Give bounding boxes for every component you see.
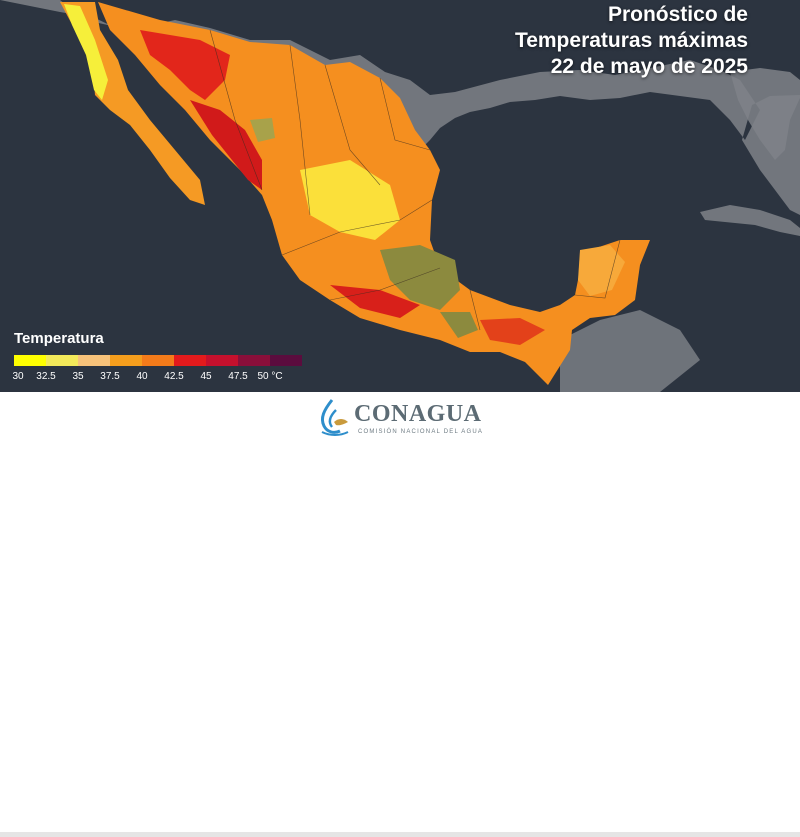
cool-zone-baja-coast xyxy=(64,4,108,100)
hot-zone-sonora xyxy=(140,30,230,100)
legend-tick-label: 35 xyxy=(72,371,84,382)
title-line-1: Pronóstico de xyxy=(607,3,748,26)
legend-tick-label: 47.5 xyxy=(228,371,248,382)
florida-landmass xyxy=(730,68,800,160)
logo-subtitle: COMISIÓN NACIONAL DEL AGUA xyxy=(358,429,484,435)
footer: CONAGUA COMISIÓN NACIONAL DEL AGUA xyxy=(0,392,800,837)
map-title: Pronóstico de Temperaturas máximas 22 de… xyxy=(515,2,748,80)
legend-swatch xyxy=(206,355,238,366)
legend-swatch xyxy=(110,355,142,366)
legend-color-bar xyxy=(14,355,314,366)
legend-swatch xyxy=(270,355,302,366)
water-drop-icon xyxy=(320,399,349,436)
legend-tick-label: 37.5 xyxy=(100,371,120,382)
legend-tick-label: 30 xyxy=(12,371,24,382)
footer-rule xyxy=(0,832,800,837)
legend-swatch xyxy=(14,355,46,366)
legend-tick-label: 40 xyxy=(136,371,148,382)
legend-tick-label: 32.5 xyxy=(36,371,56,382)
cool-zone-oaxaca xyxy=(440,312,478,338)
map-canvas xyxy=(0,0,800,392)
conagua-logo: CONAGUA COMISIÓN NACIONAL DEL AGUA xyxy=(318,398,482,440)
legend-tick-label: 50 °C xyxy=(257,371,283,382)
cool-zone-central-highlands xyxy=(380,245,460,310)
legend-tick-label: 42.5 xyxy=(164,371,184,382)
legend-swatch xyxy=(46,355,78,366)
legend-swatch xyxy=(142,355,174,366)
legend-tick-label: 45 xyxy=(200,371,212,382)
state-borders xyxy=(209,29,621,331)
title-line-2: Temperaturas máximas xyxy=(514,29,748,52)
hot-zone-sierra xyxy=(190,100,262,190)
legend-title: Temperatura xyxy=(14,330,104,347)
cuba-landmass xyxy=(700,205,800,236)
temperature-legend: Temperatura 30 32.5 35 37.5 40 42.5 45 4… xyxy=(12,330,314,385)
legend-swatch xyxy=(78,355,110,366)
legend-swatch xyxy=(174,355,206,366)
cool-zone-plateau xyxy=(300,160,400,240)
title-line-3: 22 de mayo de 2025 xyxy=(550,55,748,78)
hot-zone-chiapas xyxy=(480,318,545,345)
forecast-map: Pronóstico de Temperaturas máximas 22 de… xyxy=(0,0,800,392)
cool-zone-chihuahua xyxy=(250,118,275,142)
logo-name: CONAGUA xyxy=(354,401,482,427)
hot-zone-guerrero xyxy=(330,285,420,318)
cool-zone-yucatan xyxy=(578,245,625,296)
central-america-landmass xyxy=(560,310,700,392)
legend-swatch xyxy=(238,355,270,366)
legend-tick-labels: 30 32.5 35 37.5 40 42.5 45 47.5 50 °C xyxy=(12,371,314,385)
